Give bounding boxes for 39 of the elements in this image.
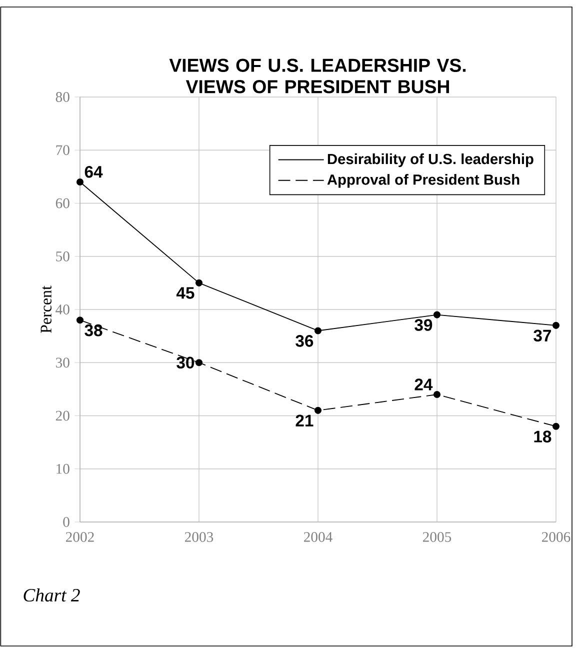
point [433,311,441,318]
y-tick-label: 0 [63,517,70,527]
data-label: 36 [296,335,314,347]
data-label: 37 [534,330,551,342]
point [76,178,84,186]
legend-label: Approval of President Bush [327,174,520,188]
data-label: 38 [84,324,102,336]
data-label: 18 [534,430,552,442]
x-tick-label: 2003 [184,532,214,542]
data-label: 64 [84,166,103,178]
data-label: 45 [176,287,194,299]
point [552,422,560,430]
point [552,322,560,329]
y-tick-label: 20 [56,410,70,421]
data-label: 30 [176,356,194,369]
data-label: 24 [414,378,433,390]
caption: Chart 2 [24,588,80,602]
legend-label: Desirability of U.S. leadership [328,153,534,168]
x-tick-label: 2004 [304,532,332,542]
point [195,279,203,286]
y-tick-label: 50 [56,251,70,262]
y-tick-label: 70 [56,145,70,156]
x-tick-label: 2006 [542,532,570,542]
data-label: 21 [296,414,314,426]
y-tick-label: 40 [56,304,70,314]
point [195,359,203,366]
y-tick-label: 80 [56,92,70,102]
y-axis-title: Percent [40,286,52,334]
point [314,406,322,414]
y-tick-label: 10 [56,464,70,474]
point [76,316,84,324]
point [314,327,322,334]
x-tick-label: 2005 [422,532,452,542]
y-tick-label: 30 [56,358,70,368]
y-tick-label: 60 [56,198,70,208]
chart-title: VIEWS OF U.S. LEADERSHIP VS. VIEWS OF PRESIDENT BUSH [169,58,466,94]
point [433,390,441,398]
data-label: 39 [414,319,432,331]
x-tick-label: 2002 [66,532,94,542]
